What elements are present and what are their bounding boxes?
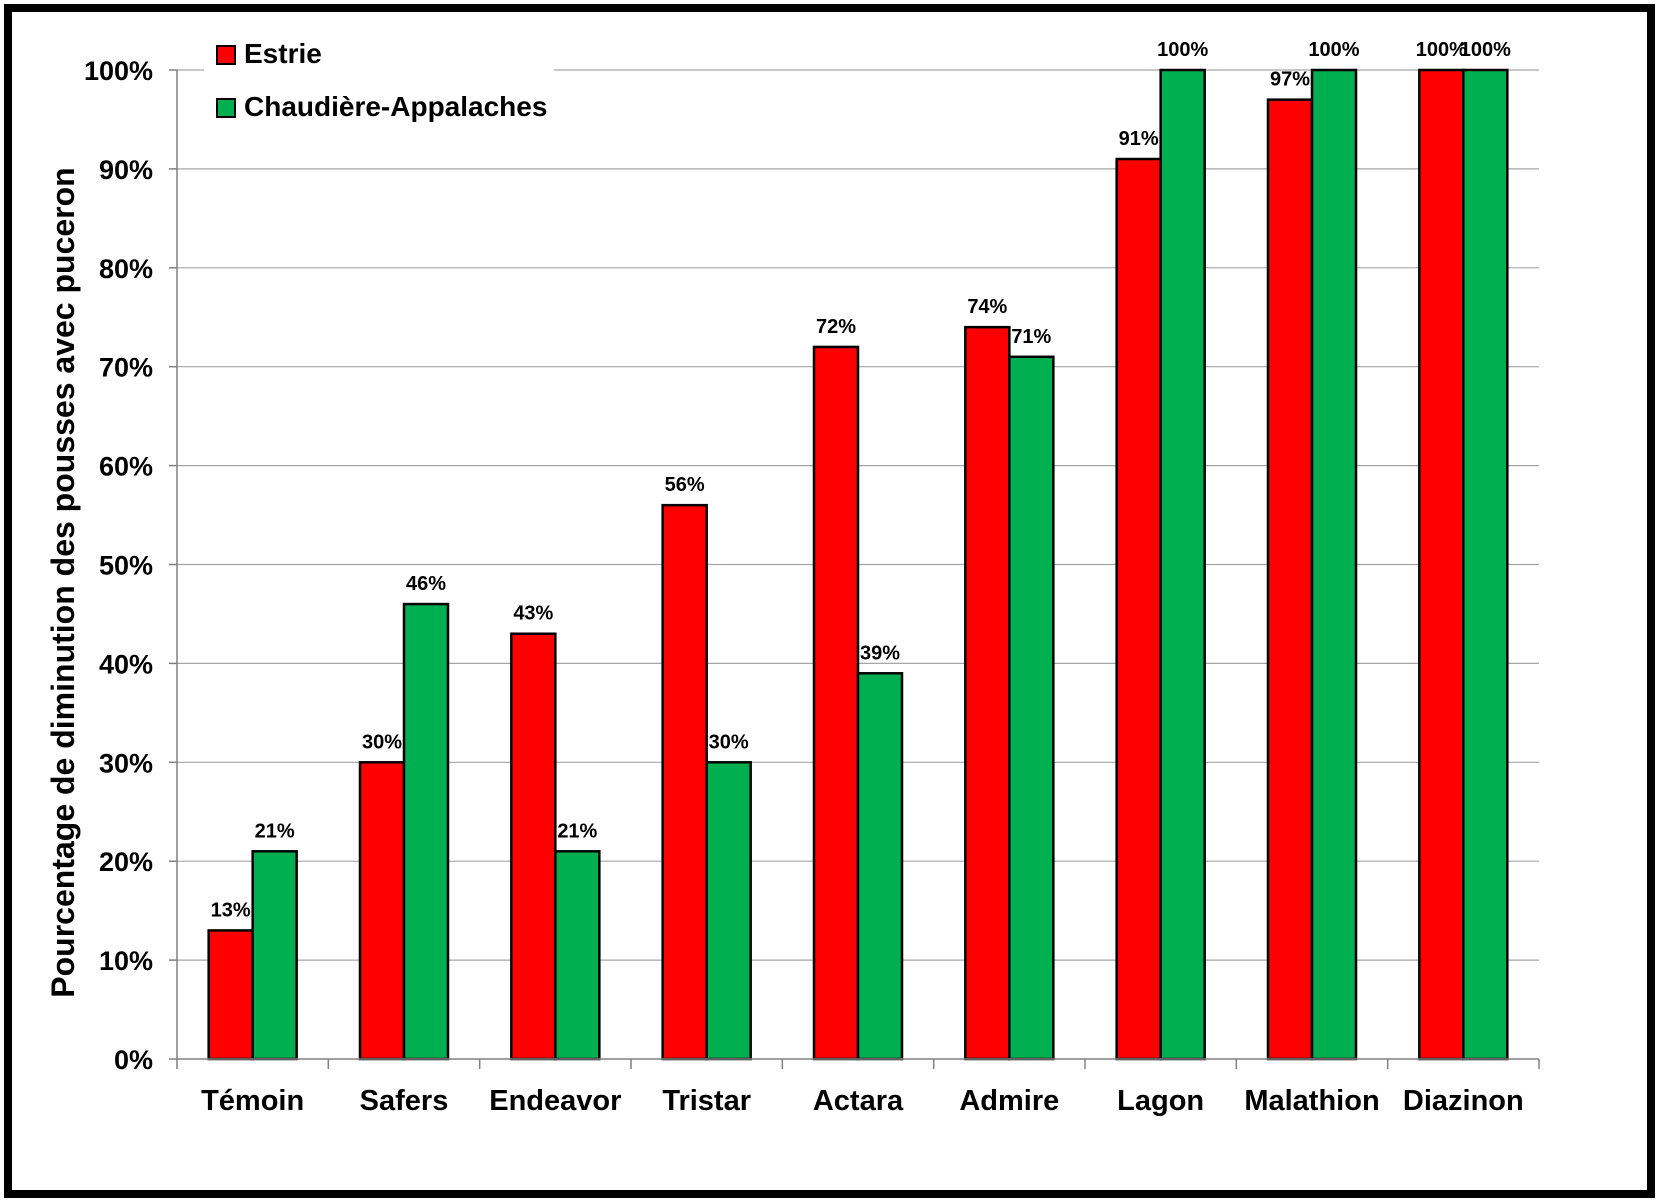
axes: 0% 10% 20% 30% 40% 50% 60% 70% 80% 90% 100% Témoin S…	[84, 56, 1540, 1117]
data-label: 91%	[1119, 128, 1159, 150]
data-label: 100%	[1157, 39, 1208, 61]
x-category-label: Actara	[813, 1085, 904, 1117]
bar-chaudiere-appalaches	[1008, 355, 1055, 1061]
bar-chaudiere-appalaches	[705, 761, 752, 1061]
data-label: 43%	[513, 603, 553, 625]
x-category-label: Admire	[959, 1085, 1059, 1117]
legend-swatch	[216, 98, 236, 118]
bar-estrie	[1418, 68, 1465, 1061]
x-category-label: Endeavor	[489, 1085, 621, 1117]
data-label: 39%	[860, 642, 900, 664]
y-tick-label: 30%	[99, 748, 153, 778]
legend-entry: Estrie	[244, 38, 322, 69]
data-label: 97%	[1270, 69, 1310, 91]
data-label: 30%	[362, 731, 402, 753]
data-label: 74%	[967, 296, 1007, 318]
y-axis-title: Pourcentage de diminution des pousses av…	[45, 167, 81, 997]
chart-frame: 0% 10% 20% 30% 40% 50% 60% 70% 80% 90% 100% Témoin S…	[4, 4, 1655, 1198]
legend-swatch	[216, 45, 236, 65]
bar-chaudiere-appalaches	[1462, 68, 1509, 1061]
data-label: 72%	[816, 316, 856, 338]
y-tick-label: 90%	[99, 155, 153, 185]
data-label: 100%	[1416, 39, 1467, 61]
bar-estrie	[510, 632, 557, 1061]
data-label: 71%	[1011, 326, 1051, 348]
data-label: 56%	[665, 474, 705, 496]
x-category-label: Diazinon	[1403, 1085, 1524, 1117]
bar-chart: 0% 10% 20% 30% 40% 50% 60% 70% 80% 90% 100% Témoin S…	[45, 24, 1540, 1117]
bar-estrie	[1266, 98, 1314, 1061]
y-tick-label: 80%	[99, 254, 153, 284]
y-tick-label: 0%	[114, 1045, 153, 1075]
y-tick-label: 100%	[84, 56, 153, 86]
x-category-label: Témoin	[201, 1085, 304, 1117]
y-tick-label: 20%	[99, 847, 153, 877]
legend: Estrie Chaudière-Appalaches	[204, 24, 554, 136]
data-label: 21%	[557, 820, 597, 842]
bar-chaudiere-appalaches	[554, 850, 601, 1061]
data-label: 100%	[1308, 39, 1359, 61]
data-label: 13%	[211, 899, 251, 921]
data-label: 21%	[255, 820, 295, 842]
data-label: 100%	[1460, 39, 1511, 61]
bar-chaudiere-appalaches	[402, 602, 450, 1061]
bar-estrie	[1115, 157, 1162, 1061]
data-labels: 13% 21% 30% 46% 43% 21% 56% 30% 72% 39% 74%71% 91% 1…	[211, 39, 1511, 921]
x-category-label: Safers	[360, 1085, 449, 1117]
x-category-label: Lagon	[1117, 1085, 1204, 1117]
y-tick-label: 40%	[99, 649, 153, 679]
data-label: 46%	[406, 573, 446, 595]
bar-estrie	[812, 345, 860, 1061]
bar-chaudiere-appalaches	[1310, 68, 1358, 1061]
y-tick-label: 10%	[99, 946, 153, 976]
x-category-label: Malathion	[1244, 1085, 1379, 1117]
y-tick-label: 60%	[99, 452, 153, 482]
bar-estrie	[358, 761, 406, 1061]
bar-chaudiere-appalaches	[251, 850, 298, 1061]
bar-estrie	[207, 929, 254, 1061]
x-category-label: Tristar	[662, 1085, 751, 1117]
data-label: 30%	[709, 731, 749, 753]
y-tick-label: 50%	[99, 551, 153, 581]
y-tick-label: 70%	[99, 353, 153, 383]
legend-entry: Chaudière-Appalaches	[244, 91, 547, 122]
bar-estrie	[661, 503, 708, 1061]
legend-background	[204, 24, 554, 136]
bar-estrie	[964, 325, 1011, 1061]
bar-chaudiere-appalaches	[1159, 68, 1206, 1061]
bar-chaudiere-appalaches	[856, 672, 904, 1061]
